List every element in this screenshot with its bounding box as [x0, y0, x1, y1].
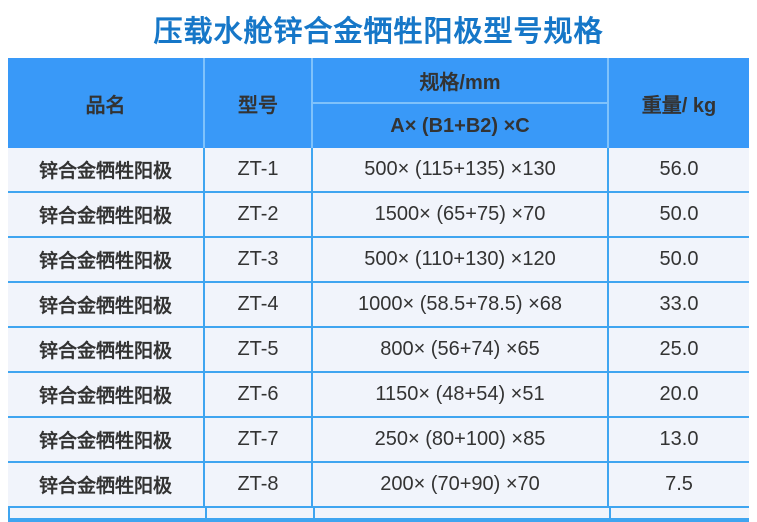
- product-name-cell: 锌合金牺牲阳极: [8, 283, 205, 326]
- weight-cell: 13.0: [659, 428, 699, 450]
- bottom-blue-bar: [8, 518, 749, 522]
- model-cell: ZT-5: [205, 328, 313, 371]
- table-row: 锌合金牺牲阳极 ZT-4 1000× (58.5+78.5) ×68 33.0: [8, 283, 749, 328]
- spec-table: 品名 型号 规格/mm A× (B1+B2) ×C 重量/ kg 锌合金牺牲阳极…: [8, 58, 749, 522]
- header-spec-mm: 规格/mm: [313, 58, 607, 104]
- weight-cell: 56.0: [659, 158, 699, 180]
- spec-cell: 200× (70+90) ×70: [313, 463, 609, 506]
- table-row: 锌合金牺牲阳极 ZT-1 500× (115+135) ×130 56.0: [8, 148, 749, 193]
- spec-cell: 500× (110+130) ×120: [313, 238, 609, 281]
- spec-cell: 500× (115+135) ×130: [313, 148, 609, 191]
- table-row: 锌合金牺牲阳极 ZT-3 500× (110+130) ×120 50.0: [8, 238, 749, 283]
- product-name-cell: 锌合金牺牲阳极: [8, 328, 205, 371]
- header-model: 型号: [205, 58, 313, 148]
- weight-cell: 20.0: [659, 383, 699, 405]
- spec-cell: 1000× (58.5+78.5) ×68: [313, 283, 609, 326]
- weight-cell: 50.0: [659, 203, 699, 225]
- table-row: 锌合金牺牲阳极 ZT-6 1150× (48+54) ×51 20.0: [8, 373, 749, 418]
- model-cell: ZT-4: [205, 283, 313, 326]
- table-header: 品名 型号 规格/mm A× (B1+B2) ×C 重量/ kg: [8, 58, 749, 148]
- weight-cell: 7.5: [665, 473, 693, 495]
- product-name-cell: 锌合金牺牲阳极: [8, 373, 205, 416]
- table-row: 锌合金牺牲阳极 ZT-7 250× (80+100) ×85 13.0: [8, 418, 749, 463]
- table-body: 锌合金牺牲阳极 ZT-1 500× (115+135) ×130 56.0 锌合…: [8, 148, 749, 508]
- model-cell: ZT-8: [205, 463, 313, 506]
- model-cell: ZT-7: [205, 418, 313, 461]
- table-row: 锌合金牺牲阳极 ZT-2 1500× (65+75) ×70 50.0: [8, 193, 749, 238]
- product-name-cell: 锌合金牺牲阳极: [8, 238, 205, 281]
- cutoff-row-fragment: [8, 508, 749, 518]
- model-cell: ZT-1: [205, 148, 313, 191]
- model-cell: ZT-6: [205, 373, 313, 416]
- header-spec-group: 规格/mm A× (B1+B2) ×C: [313, 58, 609, 148]
- product-name-cell: 锌合金牺牲阳极: [8, 418, 205, 461]
- model-cell: ZT-2: [205, 193, 313, 236]
- table-row: 锌合金牺牲阳极 ZT-5 800× (56+74) ×65 25.0: [8, 328, 749, 373]
- spec-cell: 800× (56+74) ×65: [313, 328, 609, 371]
- page-title: 压载水舱锌合金牺牲阳极型号规格: [153, 16, 604, 48]
- spec-cell: 1500× (65+75) ×70: [313, 193, 609, 236]
- product-name-cell: 锌合金牺牲阳极: [8, 463, 205, 506]
- weight-cell: 50.0: [659, 248, 699, 270]
- header-product-name: 品名: [8, 58, 205, 148]
- spec-cell: 1150× (48+54) ×51: [313, 373, 609, 416]
- model-cell: ZT-3: [205, 238, 313, 281]
- table-row: 锌合金牺牲阳极 ZT-8 200× (70+90) ×70 7.5: [8, 463, 749, 508]
- weight-cell: 33.0: [659, 293, 699, 315]
- header-weight: 重量/ kg: [641, 94, 717, 117]
- product-name-cell: 锌合金牺牲阳极: [8, 148, 205, 191]
- weight-cell: 25.0: [659, 338, 699, 360]
- header-spec-formula: A× (B1+B2) ×C: [390, 114, 530, 137]
- product-name-cell: 锌合金牺牲阳极: [8, 193, 205, 236]
- spec-cell: 250× (80+100) ×85: [313, 418, 609, 461]
